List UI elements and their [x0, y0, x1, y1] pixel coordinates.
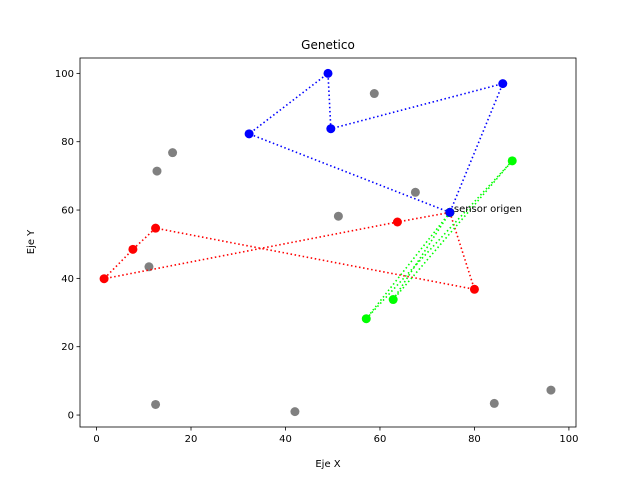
unassigned-point	[410, 187, 420, 197]
route-point	[469, 284, 479, 294]
origin-point	[445, 207, 455, 217]
unassigned-point	[369, 89, 379, 99]
x-tick-label: 80	[468, 434, 481, 445]
y-tick-label: 20	[61, 342, 74, 353]
unassigned-point	[144, 262, 154, 272]
x-tick-label: 100	[559, 434, 578, 445]
x-tick-label: 0	[93, 434, 99, 445]
route-point	[99, 274, 109, 284]
route-point	[388, 295, 398, 305]
route-point	[361, 314, 371, 324]
x-axis: 0 20 40 60 80 100	[93, 427, 578, 445]
route-point	[128, 244, 138, 254]
y-tick-label: 0	[68, 411, 74, 422]
y-tick-label: 80	[61, 137, 74, 148]
unassigned-point	[168, 148, 178, 158]
origin-annotation: sensor origen	[454, 204, 522, 215]
unassigned-point	[152, 166, 162, 176]
unassigned-points	[144, 89, 556, 417]
routes	[99, 68, 517, 324]
y-tick-label: 40	[61, 274, 74, 285]
route-point	[498, 79, 508, 89]
x-tick-label: 20	[185, 434, 198, 445]
y-tick-label: 60	[61, 206, 74, 217]
route-point	[507, 156, 517, 166]
unassigned-point	[333, 211, 343, 221]
route-point	[392, 217, 402, 227]
route-point	[326, 124, 336, 134]
y-tick-label: 100	[55, 69, 74, 80]
unassigned-point	[151, 399, 161, 409]
route-point	[323, 68, 333, 78]
y-axis-label: Eje Y	[26, 229, 37, 254]
x-tick-label: 40	[279, 434, 292, 445]
y-axis: 0 20 40 60 80 100	[55, 69, 80, 422]
unassigned-point	[546, 385, 556, 395]
plot-frame	[79, 57, 577, 428]
plot-area	[80, 58, 576, 427]
route-point	[151, 223, 161, 233]
route-line	[247, 71, 505, 214]
route-point	[244, 129, 254, 139]
unassigned-point	[489, 398, 499, 408]
unassigned-point	[290, 407, 300, 417]
chart-title: Genetico	[301, 38, 355, 52]
x-axis-label: Eje X	[315, 459, 340, 470]
x-tick-label: 60	[374, 434, 387, 445]
